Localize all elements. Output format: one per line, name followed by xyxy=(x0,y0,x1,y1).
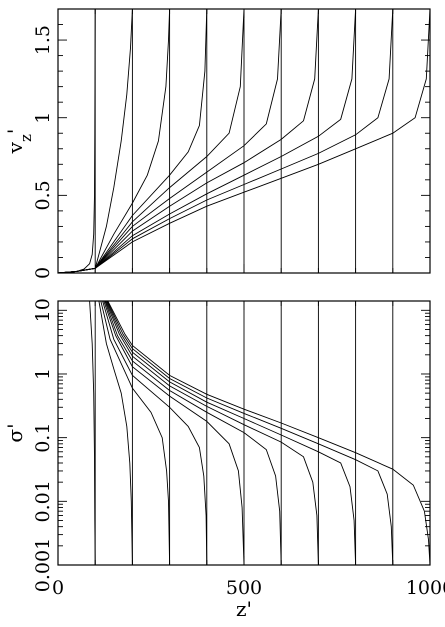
series-line-front-100 xyxy=(57,8,96,274)
series-line-front-900 xyxy=(106,300,394,566)
y-tick-label: 0.001 xyxy=(32,538,54,592)
bottom-x-axis-label: z' xyxy=(236,597,252,621)
x-tick-label: 0 xyxy=(52,577,64,599)
y-tick-label: 1 xyxy=(32,112,54,124)
series-line-front-500 xyxy=(57,8,245,274)
y-tick-label: 1 xyxy=(32,368,54,380)
bottom-y-tick-labels: 0.001 0.01 0.1 1 10 xyxy=(32,298,54,592)
y-tick-label-group: 0.1 xyxy=(32,423,54,453)
y-tick-label: 0 xyxy=(32,267,54,279)
series-line-front-300 xyxy=(100,300,171,566)
top-y-tick-labels: 0 0.5 1 1.5 xyxy=(32,25,54,279)
series-line-front-600 xyxy=(104,300,282,566)
series-line-front-900 xyxy=(57,8,394,274)
y-tick-label: 0.01 xyxy=(32,480,54,522)
series-line-front-1000 xyxy=(107,300,431,566)
series-line-front-500 xyxy=(103,300,245,566)
bottom-y-axis-label: σ' xyxy=(3,423,27,442)
top-ticks xyxy=(57,9,431,274)
y-tick-label-group: 1 xyxy=(32,368,54,380)
y-tick-label-group: 0.001 xyxy=(32,538,54,592)
series-line-front-100 xyxy=(89,300,96,566)
y-tick-label-group: 0.5 xyxy=(32,180,54,210)
y-tick-label-group: 1 xyxy=(32,112,54,124)
bottom-panel: 0.001 0.01 0.1 1 10 0 500 1000 σ' z' xyxy=(3,298,445,621)
top-y-axis-label-text: vz' xyxy=(3,129,35,155)
bottom-series xyxy=(89,300,431,566)
y-tick-label-group: 0.01 xyxy=(32,480,54,522)
top-front-lines xyxy=(94,9,431,273)
bottom-ticks xyxy=(57,301,431,566)
bottom-y-axis-label-text: σ' xyxy=(3,423,27,442)
bottom-x-tick-labels: 0 500 1000 xyxy=(52,577,445,599)
top-panel: 0 0.5 1 1.5 vz' xyxy=(3,8,431,279)
x-tick-label: 1000 xyxy=(406,577,445,599)
y-tick-label: 0.5 xyxy=(32,180,54,210)
x-tick-label: 500 xyxy=(226,577,262,599)
y-tick-label-group: 10 xyxy=(32,298,54,322)
top-series xyxy=(57,8,431,274)
y-tick-label: 1.5 xyxy=(32,25,54,55)
y-tick-label-group: 1.5 xyxy=(32,25,54,55)
series-line-front-700 xyxy=(105,300,319,566)
series-line-front-400 xyxy=(102,300,208,566)
series-line-front-200 xyxy=(98,300,133,566)
y-tick-label: 0.1 xyxy=(32,423,54,453)
top-y-axis-label: vz' xyxy=(3,129,35,155)
series-line-front-800 xyxy=(105,300,357,566)
series-line-front-1000 xyxy=(57,8,431,274)
series-line-front-300 xyxy=(57,8,171,274)
y-tick-label-group: 0 xyxy=(32,267,54,279)
y-tick-label: 10 xyxy=(32,298,54,322)
